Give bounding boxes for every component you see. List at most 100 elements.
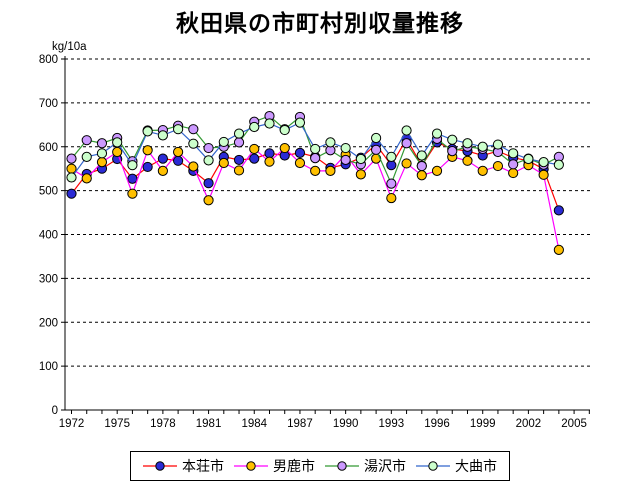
data-point xyxy=(325,165,336,176)
data-point xyxy=(142,126,153,137)
data-point xyxy=(508,159,519,170)
data-point xyxy=(538,157,549,168)
data-point xyxy=(310,153,321,164)
data-point xyxy=(173,124,184,135)
data-point xyxy=(310,143,321,155)
data-point xyxy=(538,169,549,180)
data-point xyxy=(462,155,473,166)
x-tick-label-1978: 1978 xyxy=(150,418,176,430)
data-point xyxy=(523,153,534,165)
data-point xyxy=(508,167,519,179)
data-point xyxy=(279,142,290,154)
data-point xyxy=(96,138,108,149)
legend-label-omagari: 大曲市 xyxy=(455,458,497,474)
data-point xyxy=(112,137,123,148)
data-point xyxy=(249,143,260,155)
x-tick-label-1996: 1996 xyxy=(424,418,450,430)
data-point xyxy=(340,154,351,166)
legend-marker-yuzawa-icon xyxy=(325,461,359,471)
data-point xyxy=(203,195,214,206)
data-point xyxy=(477,141,488,152)
legend: 本荘市 男鹿市 湯沢市 大曲市 xyxy=(130,451,510,481)
data-point xyxy=(386,178,397,189)
data-point xyxy=(310,165,321,176)
legend-item-oga: 男鹿市 xyxy=(234,456,315,476)
data-point xyxy=(431,128,443,139)
data-point xyxy=(294,147,306,158)
data-point xyxy=(203,178,214,189)
data-point xyxy=(233,128,245,139)
legend-marker xyxy=(428,461,438,471)
data-point xyxy=(173,155,184,166)
data-point xyxy=(325,137,336,148)
legend-label-oga: 男鹿市 xyxy=(273,458,315,474)
data-point xyxy=(264,156,275,167)
legend-marker-oga-icon xyxy=(234,461,268,471)
data-point xyxy=(218,157,229,169)
legend-item-yuzawa: 湯沢市 xyxy=(325,456,406,476)
data-point xyxy=(81,151,92,162)
legend-marker-omagari-icon xyxy=(416,461,450,471)
y-axis-unit-label: kg/10a xyxy=(52,41,87,53)
y-tick-label-100: 100 xyxy=(39,361,58,373)
data-point xyxy=(431,165,443,176)
data-point xyxy=(447,134,458,145)
data-point xyxy=(233,137,245,148)
legend-marker xyxy=(246,461,256,471)
data-point xyxy=(249,121,260,133)
data-point xyxy=(508,148,519,159)
data-point xyxy=(355,153,366,165)
data-point xyxy=(188,124,199,135)
data-point xyxy=(492,160,504,172)
data-point xyxy=(462,138,473,149)
data-point xyxy=(264,148,275,159)
data-point xyxy=(340,142,351,154)
data-point xyxy=(218,136,229,148)
series-大曲市 xyxy=(66,117,564,183)
data-point xyxy=(553,159,564,170)
data-point xyxy=(416,150,427,161)
data-point xyxy=(203,155,214,166)
x-tick-label-1981: 1981 xyxy=(196,418,222,430)
data-point xyxy=(249,153,260,164)
y-tick-label-300: 300 xyxy=(39,273,58,285)
data-point xyxy=(416,160,427,172)
data-point xyxy=(96,148,108,159)
data-point xyxy=(371,153,382,164)
legend-item-omagari: 大曲市 xyxy=(416,456,497,476)
x-tick-label-2002: 2002 xyxy=(516,418,542,430)
data-point xyxy=(127,173,138,184)
data-point xyxy=(264,118,275,129)
data-point xyxy=(401,138,412,149)
data-point xyxy=(81,173,92,184)
chart-title: 秋田県の市町村別収量推移 xyxy=(176,10,464,36)
data-point xyxy=(492,139,504,150)
data-point xyxy=(127,188,138,199)
legend-item-honjo: 本荘市 xyxy=(143,456,224,476)
data-point xyxy=(553,244,564,255)
legend-marker xyxy=(337,461,347,471)
data-point xyxy=(188,161,199,172)
legend-marker-honjo-icon xyxy=(143,461,177,471)
data-point xyxy=(142,145,153,156)
data-point xyxy=(96,157,108,168)
data-point xyxy=(233,165,245,176)
data-point xyxy=(386,192,397,204)
x-tick-label-1993: 1993 xyxy=(379,418,405,430)
x-tick-label-1984: 1984 xyxy=(241,418,267,430)
data-point xyxy=(371,132,382,144)
data-point xyxy=(401,125,412,136)
data-point xyxy=(279,124,290,136)
data-point xyxy=(127,160,138,171)
data-point xyxy=(112,146,123,158)
legend-label-honjo: 本荘市 xyxy=(182,458,224,474)
y-tick-label-700: 700 xyxy=(39,98,58,110)
data-point xyxy=(188,138,199,149)
y-tick-label-600: 600 xyxy=(39,142,58,154)
data-point xyxy=(294,117,306,128)
data-point xyxy=(386,151,397,162)
data-point xyxy=(294,157,306,169)
